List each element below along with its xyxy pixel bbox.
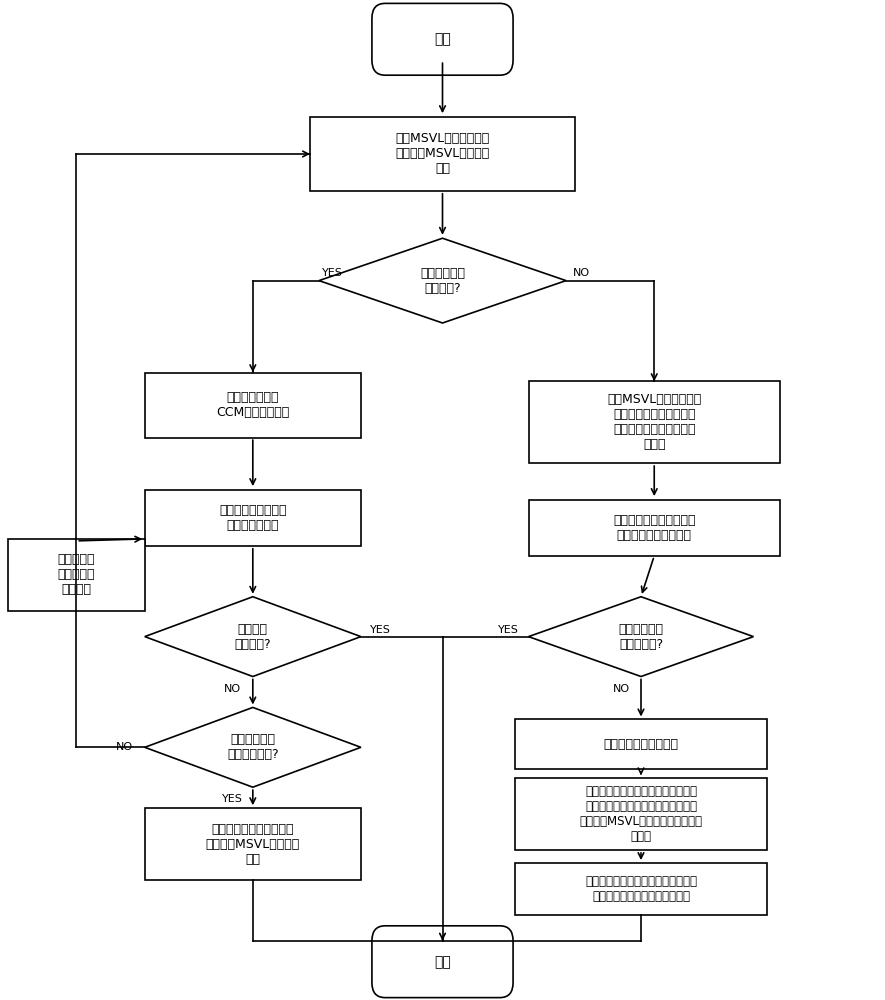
Bar bbox=[145, 373, 361, 438]
Bar bbox=[528, 500, 780, 556]
Text: 对单进程进行一次解
释，生成新进程: 对单进程进行一次解 释，生成新进程 bbox=[219, 504, 287, 532]
Bar bbox=[8, 539, 145, 611]
Text: 所有新进程执
行体均为空?: 所有新进程执 行体均为空? bbox=[619, 623, 664, 651]
Text: YES: YES bbox=[370, 625, 391, 635]
Bar bbox=[528, 381, 780, 463]
Text: 删除执行体为空的进程: 删除执行体为空的进程 bbox=[604, 738, 679, 751]
FancyBboxPatch shape bbox=[372, 926, 513, 998]
Bar bbox=[145, 490, 361, 546]
Text: 新进程执
行体为空?: 新进程执 行体为空? bbox=[235, 623, 271, 651]
Text: YES: YES bbox=[498, 625, 519, 635]
Text: 按照MSVL程序语法定义
声明一个MSVL多核并行
程序: 按照MSVL程序语法定义 声明一个MSVL多核并行 程序 bbox=[396, 132, 489, 175]
Text: 利用MSVL中的并行投影
方法，控制多个并行的进
程在各自的时序区间上并
发执行: 利用MSVL中的并行投影 方法，控制多个并行的进 程在各自的时序区间上并 发执行 bbox=[607, 393, 701, 451]
Text: 为新进程构
造新的柱面
计算模型: 为新进程构 造新的柱面 计算模型 bbox=[58, 553, 95, 596]
Bar bbox=[515, 778, 766, 850]
Polygon shape bbox=[319, 238, 566, 323]
Text: 新进程时序区
间表达式为空?: 新进程时序区 间表达式为空? bbox=[227, 733, 279, 761]
Text: 为执行体不为空且时序区间表达式不
为空的新进程构造柱面计算模型: 为执行体不为空且时序区间表达式不 为空的新进程构造柱面计算模型 bbox=[585, 875, 697, 903]
Bar bbox=[145, 808, 361, 880]
Bar bbox=[515, 719, 766, 769]
Polygon shape bbox=[528, 597, 753, 677]
FancyBboxPatch shape bbox=[372, 3, 513, 75]
Bar bbox=[310, 117, 575, 191]
Bar bbox=[515, 863, 766, 915]
Text: 对于执行体不为空且时序区间表达式
为空的新进程，将其执行体中的语句
作为普通MSVL程序进行执行，删除
新进程: 对于执行体不为空且时序区间表达式 为空的新进程，将其执行体中的语句 作为普通MS… bbox=[580, 785, 703, 843]
Text: 结束: 结束 bbox=[435, 955, 450, 969]
Text: NO: NO bbox=[224, 684, 241, 694]
Text: NO: NO bbox=[573, 268, 590, 278]
Polygon shape bbox=[145, 707, 361, 787]
Text: NO: NO bbox=[613, 684, 630, 694]
Text: NO: NO bbox=[116, 742, 134, 752]
Text: 将新进程执行体中的语句
作为普通MSVL程序进行
执行: 将新进程执行体中的语句 作为普通MSVL程序进行 执行 bbox=[205, 823, 300, 866]
Polygon shape bbox=[145, 597, 361, 677]
Text: YES: YES bbox=[222, 794, 243, 804]
Text: 对每一个单进程进行一次
解释，分别生成新进程: 对每一个单进程进行一次 解释，分别生成新进程 bbox=[613, 514, 696, 542]
Text: 该程序是否为
单个进程?: 该程序是否为 单个进程? bbox=[420, 267, 465, 295]
Text: 开始: 开始 bbox=[435, 32, 450, 46]
Text: YES: YES bbox=[322, 268, 342, 278]
Text: 对单进程构成的
CCM模型进行解释: 对单进程构成的 CCM模型进行解释 bbox=[216, 391, 289, 419]
